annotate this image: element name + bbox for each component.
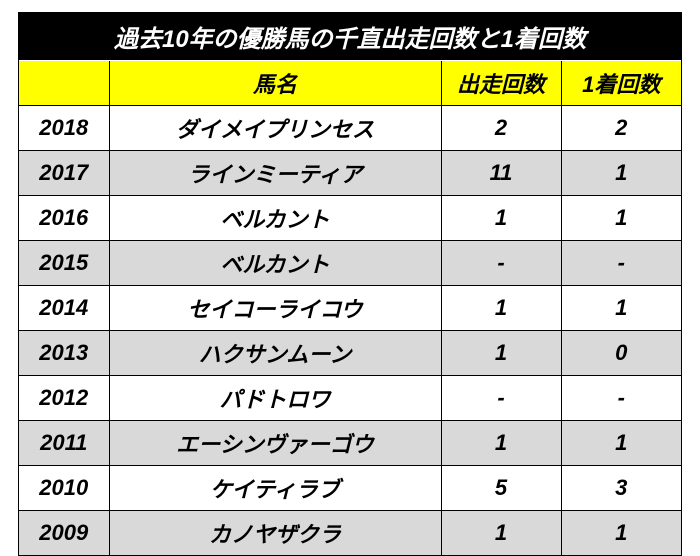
cell-horse-name: ハクサンムーン: [109, 331, 441, 376]
cell-wins: 1: [561, 511, 681, 556]
cell-wins: 1: [561, 196, 681, 241]
table-row: 2016ベルカント11: [19, 196, 681, 241]
cell-year: 2017: [19, 151, 109, 196]
table-row: 2011エーシンヴァーゴウ11: [19, 421, 681, 466]
cell-year: 2014: [19, 286, 109, 331]
table-row: 2012パドトロワ--: [19, 376, 681, 421]
cell-horse-name: エーシンヴァーゴウ: [109, 421, 441, 466]
cell-wins: 1: [561, 421, 681, 466]
cell-horse-name: ケイティラブ: [109, 466, 441, 511]
table-row: 2014セイコーライコウ11: [19, 286, 681, 331]
cell-wins: -: [561, 241, 681, 286]
table-row: 2013ハクサンムーン10: [19, 331, 681, 376]
cell-starts: 1: [441, 286, 561, 331]
results-table-container: 過去10年の優勝馬の千直出走回数と1着回数 馬名 出走回数 1着回数 2018ダ…: [18, 12, 682, 556]
header-row: 馬名 出走回数 1着回数: [19, 61, 681, 106]
table-row: 2018ダイメイプリンセス22: [19, 106, 681, 151]
cell-starts: -: [441, 376, 561, 421]
cell-wins: 2: [561, 106, 681, 151]
cell-starts: 1: [441, 196, 561, 241]
cell-horse-name: ダイメイプリンセス: [109, 106, 441, 151]
cell-year: 2012: [19, 376, 109, 421]
cell-horse-name: セイコーライコウ: [109, 286, 441, 331]
header-starts: 出走回数: [441, 61, 561, 106]
cell-starts: 1: [441, 421, 561, 466]
cell-year: 2011: [19, 421, 109, 466]
cell-year: 2010: [19, 466, 109, 511]
cell-year: 2013: [19, 331, 109, 376]
cell-year: 2016: [19, 196, 109, 241]
table-row: 2010ケイティラブ53: [19, 466, 681, 511]
cell-wins: 1: [561, 151, 681, 196]
table-row: 2009カノヤザクラ11: [19, 511, 681, 556]
cell-starts: 1: [441, 331, 561, 376]
cell-wins: 0: [561, 331, 681, 376]
cell-year: 2018: [19, 106, 109, 151]
cell-year: 2009: [19, 511, 109, 556]
cell-horse-name: ベルカント: [109, 241, 441, 286]
cell-horse-name: パドトロワ: [109, 376, 441, 421]
cell-wins: 3: [561, 466, 681, 511]
table-title: 過去10年の優勝馬の千直出走回数と1着回数: [19, 13, 681, 61]
cell-starts: 2: [441, 106, 561, 151]
cell-horse-name: ベルカント: [109, 196, 441, 241]
header-wins: 1着回数: [561, 61, 681, 106]
cell-wins: 1: [561, 286, 681, 331]
cell-starts: 11: [441, 151, 561, 196]
cell-horse-name: ラインミーティア: [109, 151, 441, 196]
results-table: 馬名 出走回数 1着回数 2018ダイメイプリンセス222017ラインミーティア…: [19, 61, 681, 555]
header-horse-name: 馬名: [109, 61, 441, 106]
cell-starts: 5: [441, 466, 561, 511]
table-row: 2017ラインミーティア111: [19, 151, 681, 196]
cell-horse-name: カノヤザクラ: [109, 511, 441, 556]
cell-wins: -: [561, 376, 681, 421]
table-row: 2015ベルカント--: [19, 241, 681, 286]
cell-starts: -: [441, 241, 561, 286]
cell-starts: 1: [441, 511, 561, 556]
cell-year: 2015: [19, 241, 109, 286]
header-year: [19, 61, 109, 106]
